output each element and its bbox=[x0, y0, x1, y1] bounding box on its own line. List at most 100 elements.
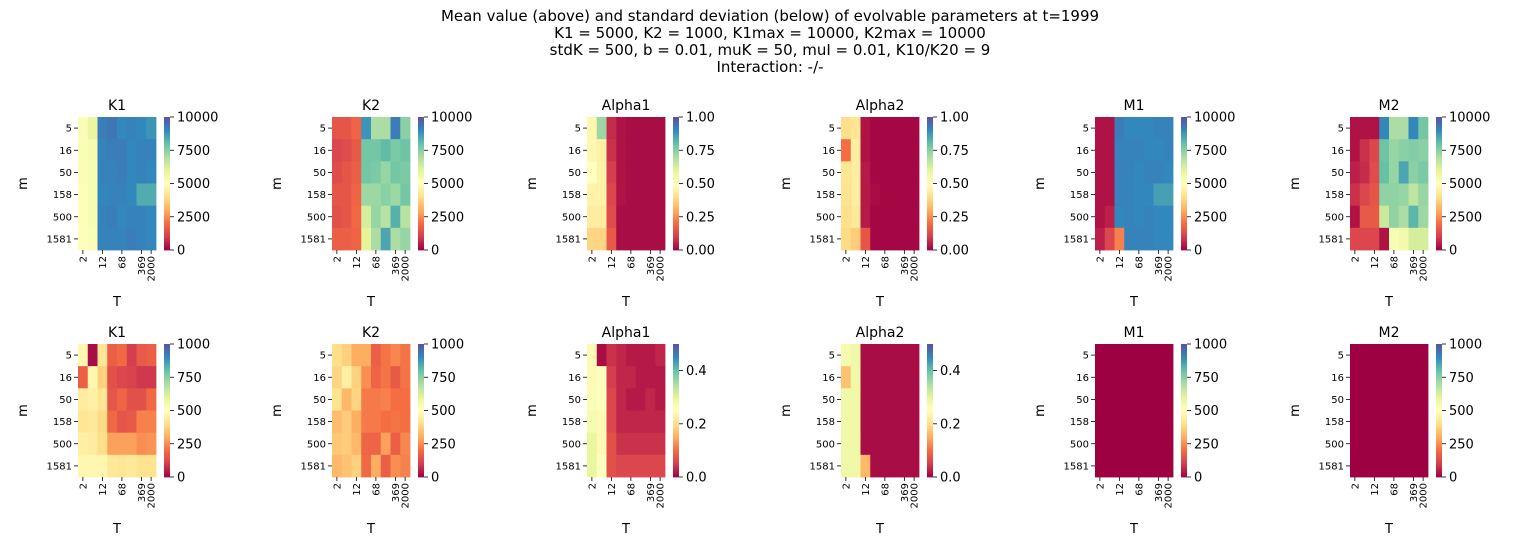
colorbar-segment bbox=[927, 406, 933, 409]
colorbar-segment bbox=[164, 123, 170, 127]
x-tick-label: 369 bbox=[900, 483, 911, 502]
x-tick-label: 2000 bbox=[147, 256, 158, 281]
heatmap-cell bbox=[400, 432, 411, 456]
heatmap-cell bbox=[596, 117, 607, 140]
colorbar-segment bbox=[1181, 443, 1187, 447]
colorbar-segment bbox=[418, 150, 424, 153]
colorbar-segment bbox=[418, 125, 424, 129]
colorbar-segment bbox=[1436, 241, 1442, 244]
colorbar-segment bbox=[927, 432, 933, 436]
colorbar-segment bbox=[164, 392, 170, 396]
colorbar-segment bbox=[1436, 247, 1442, 251]
heatmap-cell bbox=[1389, 183, 1400, 207]
colorbar-tick-label: 0.4 bbox=[940, 364, 961, 379]
heatmap-cell bbox=[1143, 117, 1154, 140]
y-tick-label: 158 bbox=[1070, 417, 1089, 428]
colorbar-segment bbox=[673, 183, 679, 187]
heatmap-cell bbox=[626, 366, 637, 389]
colorbar-segment bbox=[673, 236, 679, 240]
colorbar-segment bbox=[927, 183, 933, 187]
heatmap-cell bbox=[332, 117, 343, 140]
colorbar-tick-label: 0.4 bbox=[686, 364, 707, 379]
colorbar-segment bbox=[927, 352, 933, 356]
colorbar-segment bbox=[164, 199, 170, 202]
y-tick-label: 16 bbox=[568, 373, 581, 384]
colorbar-segment bbox=[927, 123, 933, 127]
heatmap-cell bbox=[870, 139, 881, 162]
colorbar-segment bbox=[164, 125, 170, 129]
colorbar-segment bbox=[1436, 448, 1442, 451]
colorbar-segment bbox=[927, 350, 933, 354]
y-tick-label: 1581 bbox=[301, 461, 326, 472]
colorbar-segment bbox=[418, 445, 424, 449]
heatmap-cell bbox=[1143, 410, 1154, 434]
y-tick-label: 5 bbox=[66, 124, 72, 135]
heatmap-cell bbox=[380, 344, 391, 367]
colorbar-segment bbox=[927, 419, 933, 422]
colorbar-segment bbox=[418, 119, 424, 122]
heatmap-cell bbox=[1350, 366, 1361, 389]
heatmap-cell bbox=[626, 454, 637, 478]
heatmap-cell bbox=[606, 117, 617, 140]
y-tick-label: 158 bbox=[1070, 190, 1089, 201]
heatmap-cell bbox=[97, 139, 108, 162]
heatmap-cell bbox=[351, 410, 362, 434]
colorbar-segment bbox=[673, 221, 679, 224]
heatmap-cell bbox=[1350, 454, 1361, 478]
colorbar-segment bbox=[418, 172, 424, 176]
heatmap-cell bbox=[1134, 454, 1145, 478]
colorbar-segment bbox=[1181, 152, 1187, 156]
heatmap-cell bbox=[1418, 454, 1429, 478]
heatmap-cell bbox=[1153, 410, 1164, 434]
colorbar-segment bbox=[1181, 352, 1187, 356]
colorbar-segment bbox=[1436, 179, 1442, 182]
colorbar-segment bbox=[1181, 218, 1187, 222]
heatmap-cell bbox=[380, 117, 391, 140]
x-tick-label: 369 bbox=[1409, 483, 1420, 502]
heatmap-cell bbox=[126, 410, 137, 434]
heatmap-cell bbox=[1104, 432, 1115, 456]
x-tick-label: 68 bbox=[1389, 256, 1400, 269]
colorbar-segment bbox=[164, 417, 170, 420]
colorbar-segment bbox=[673, 370, 679, 374]
x-tick-label: 2000 bbox=[1419, 483, 1430, 508]
heatmap-cell bbox=[1163, 205, 1174, 229]
heatmap-cell bbox=[380, 205, 391, 229]
heatmap-cell bbox=[341, 117, 352, 140]
heatmap-cell bbox=[1124, 117, 1135, 140]
heatmap-cell bbox=[1124, 388, 1135, 411]
colorbar-segment bbox=[1181, 437, 1187, 440]
heatmap-cell bbox=[390, 117, 401, 140]
colorbar-segment bbox=[1436, 468, 1442, 471]
colorbar-segment bbox=[1436, 163, 1442, 167]
x-tick-label: 12 bbox=[1115, 256, 1126, 269]
heatmap-cell bbox=[400, 117, 411, 140]
y-tick-label: 16 bbox=[313, 146, 326, 157]
heatmap-cell bbox=[645, 454, 656, 478]
colorbar-segment bbox=[1436, 419, 1442, 422]
heatmap-cell bbox=[136, 432, 147, 456]
heatmap-cell bbox=[371, 366, 382, 389]
colorbar-segment bbox=[1436, 397, 1442, 400]
colorbar-segment bbox=[673, 174, 679, 178]
colorbar-segment bbox=[1181, 223, 1187, 227]
colorbar-segment bbox=[673, 128, 679, 131]
colorbar-tick-label: 750 bbox=[1194, 371, 1219, 386]
heatmap-cell bbox=[117, 410, 128, 434]
heatmap-cell bbox=[1104, 183, 1115, 207]
colorbar-segment bbox=[1436, 216, 1442, 220]
heatmap-cell bbox=[341, 227, 352, 251]
heatmap-cell bbox=[616, 432, 627, 456]
heatmap-cell bbox=[146, 227, 157, 251]
colorbar-segment bbox=[673, 214, 679, 218]
colorbar-segment bbox=[1436, 123, 1442, 127]
heatmap-cell bbox=[1369, 366, 1380, 389]
colorbar-segment bbox=[418, 187, 424, 191]
colorbar-tick-label: 0.0 bbox=[686, 471, 707, 486]
heatmap-cell bbox=[860, 432, 871, 456]
y-tick-label: 500 bbox=[562, 212, 581, 223]
colorbar-segment bbox=[164, 399, 170, 403]
x-tick-label: 369 bbox=[900, 256, 911, 275]
heatmap-cell bbox=[841, 139, 852, 162]
colorbar-segment bbox=[927, 159, 933, 162]
